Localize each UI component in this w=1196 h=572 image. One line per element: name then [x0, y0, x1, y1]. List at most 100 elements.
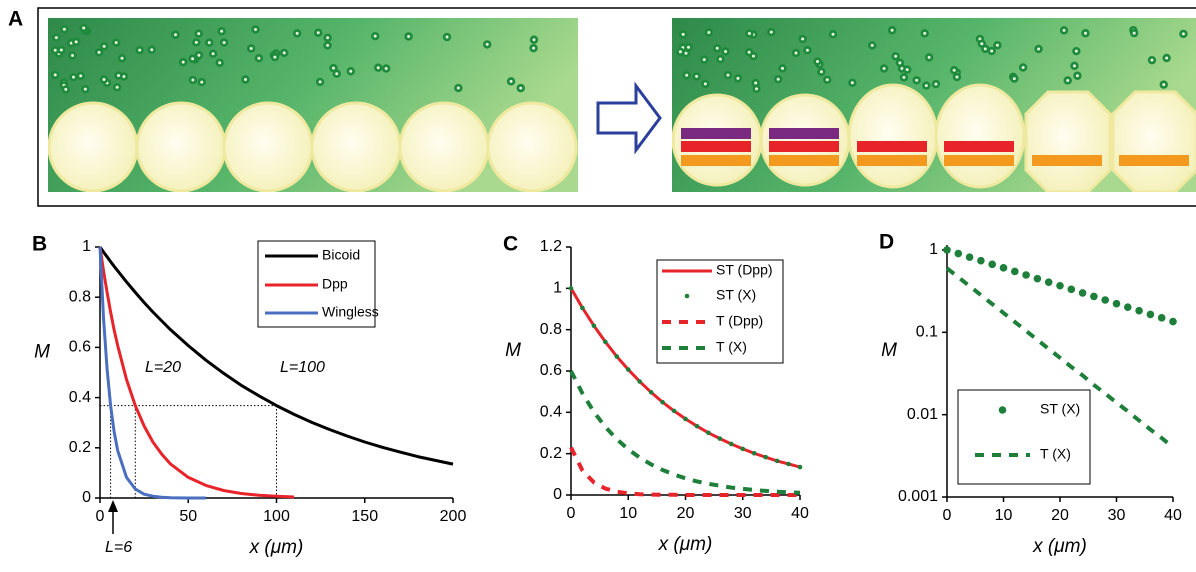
legend-label: Wingless: [322, 304, 379, 320]
data-point: [1146, 310, 1155, 319]
molecule-core: [253, 27, 257, 31]
x-tick-label: 50: [179, 508, 197, 525]
molecule-core: [249, 46, 253, 50]
y-tick-label: 0: [82, 489, 91, 506]
x-axis-title: x (μm): [1032, 536, 1087, 557]
molecule-core: [781, 66, 785, 70]
molecule-core: [532, 38, 536, 42]
band-orange: [1119, 155, 1189, 166]
molecule-core: [819, 70, 823, 74]
cell: [135, 101, 227, 192]
molecule-core: [1074, 49, 1078, 53]
molecule-core: [754, 81, 758, 85]
molecule-core: [115, 85, 119, 89]
y-tick-label: 1: [929, 241, 938, 258]
legend-label: T (X): [1040, 446, 1071, 462]
molecule-core: [718, 57, 722, 61]
data-point: [1044, 278, 1053, 286]
data-point: [603, 339, 608, 345]
molecule-core: [138, 48, 142, 52]
data-point: [580, 305, 585, 311]
molecule-core: [211, 52, 215, 56]
data-point: [1157, 314, 1166, 322]
annotation: L=20: [145, 359, 181, 376]
molecule-core: [1083, 31, 1087, 35]
data-point: [774, 458, 780, 464]
data-point: [706, 430, 711, 436]
x-tick-label: 20: [677, 505, 695, 522]
data-point: [1033, 274, 1042, 283]
band-red: [769, 141, 839, 152]
y-tick-label: 0.4: [540, 404, 562, 421]
y-tick-label: 0.6: [69, 339, 91, 356]
tissue-before: [48, 18, 578, 192]
molecule-core: [747, 50, 751, 54]
molecule-core: [831, 32, 835, 36]
molecule-core: [695, 74, 699, 78]
data-point: [637, 379, 642, 384]
band-orange: [769, 155, 839, 166]
molecule-core: [532, 46, 536, 50]
cell: [222, 101, 314, 192]
molecule-core: [825, 78, 829, 82]
molecule-core: [894, 54, 898, 58]
data-point: [751, 450, 757, 456]
legend-label: ST (X): [1040, 401, 1080, 417]
x-tick-label: 10: [619, 505, 637, 522]
molecule-core: [983, 47, 987, 51]
molecule-core: [273, 55, 277, 59]
molecule-core: [707, 30, 711, 34]
molecule-core: [53, 48, 57, 52]
molecule-core: [751, 54, 755, 58]
cell: [934, 83, 1026, 189]
y-tick-label: 1: [82, 238, 91, 255]
molecule-core: [318, 80, 322, 84]
data-point: [671, 408, 677, 414]
molecule-core: [1021, 65, 1025, 69]
molecule-core: [191, 57, 195, 61]
data-point: [729, 441, 734, 447]
y-tick-label: 1: [553, 280, 562, 297]
x-tick-label: 40: [791, 505, 809, 522]
molecule-core: [1066, 78, 1070, 82]
y-tick-label: 0.001: [898, 488, 938, 505]
molecule-core: [519, 86, 523, 90]
band-red: [944, 141, 1014, 152]
x-tick-label: 0: [567, 505, 576, 522]
molecule-core: [1181, 32, 1185, 36]
molecule-core: [376, 66, 380, 70]
molecule-core: [244, 78, 248, 82]
molecule-core: [805, 48, 809, 52]
data-point: [717, 436, 723, 441]
data-line: [98, 246, 454, 466]
y-axis-title: M: [881, 340, 897, 361]
data-point: [625, 367, 631, 372]
y-tick-label: 0.01: [907, 406, 938, 423]
data-point: [763, 454, 768, 460]
data-point: [1067, 285, 1076, 294]
x-tick-label: 0: [943, 507, 952, 524]
data-point: [965, 253, 974, 261]
data-point: [740, 446, 746, 452]
data-point: [786, 461, 791, 467]
data-line: [569, 370, 801, 495]
data-point: [648, 389, 654, 395]
molecule-core: [407, 34, 411, 38]
cell: [310, 101, 402, 192]
molecule-core: [54, 36, 58, 40]
x-tick-label: 200: [440, 508, 467, 525]
cell: [398, 101, 490, 192]
y-tick-label: 0.2: [69, 439, 91, 456]
molecule-core: [83, 87, 87, 91]
molecule-core: [97, 50, 101, 54]
data-point: [1124, 303, 1132, 311]
data-point: [614, 354, 620, 359]
molecule-core: [120, 56, 124, 60]
molecule-core: [74, 40, 78, 44]
y-tick-label: 0.6: [540, 362, 562, 379]
band-orange: [944, 155, 1014, 166]
cell: [486, 101, 578, 192]
arrow-head: [108, 500, 118, 512]
molecule-core: [53, 73, 57, 77]
molecule-core: [980, 42, 984, 46]
